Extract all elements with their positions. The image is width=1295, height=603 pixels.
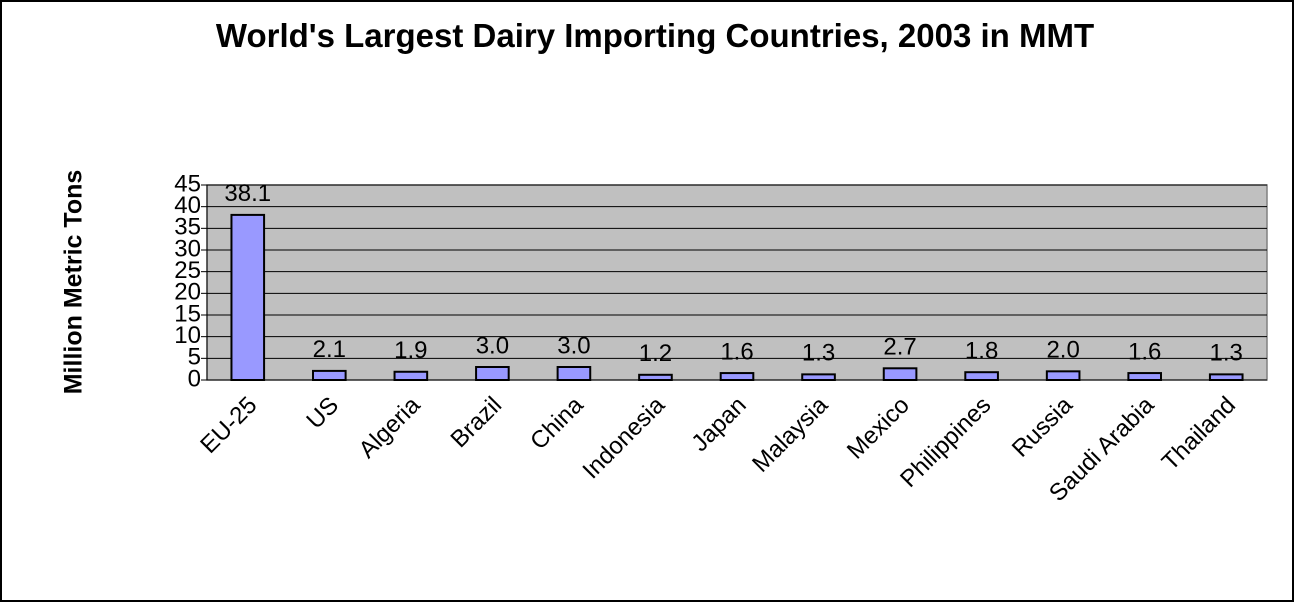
value-label: 1.8: [965, 338, 998, 365]
value-label: 38.1: [224, 180, 271, 207]
y-tick-label: 15: [174, 300, 201, 327]
bar: [1045, 370, 1081, 382]
value-label: 3.0: [557, 332, 590, 359]
plot-area: [206, 184, 1268, 381]
y-tick-label: 30: [174, 235, 201, 262]
value-label: 1.6: [1128, 338, 1161, 365]
bar: [882, 367, 918, 381]
bar: [1208, 373, 1244, 382]
y-tick-label: 20: [174, 279, 201, 306]
bar: [1127, 372, 1163, 382]
y-tick-label: 25: [174, 257, 201, 284]
bar: [556, 366, 592, 381]
value-label: 1.6: [720, 338, 753, 365]
bar: [638, 373, 673, 381]
value-label: 2.7: [883, 334, 916, 361]
y-tick-label: 35: [174, 214, 201, 241]
value-label: 1.9: [394, 337, 427, 364]
y-axis-label: Million Metric Tons: [60, 170, 88, 395]
y-tick-label: 45: [174, 170, 201, 197]
value-label: 2.0: [1046, 337, 1079, 364]
value-label: 2.1: [313, 336, 346, 363]
value-label: 1.3: [802, 340, 835, 367]
bar: [801, 373, 836, 382]
bar: [719, 372, 755, 382]
bar: [230, 213, 266, 381]
y-tick-label: 40: [174, 192, 201, 219]
y-tick-label: 0: [188, 365, 201, 392]
bar: [393, 370, 429, 381]
value-label: 1.2: [639, 340, 672, 367]
bar: [312, 369, 347, 381]
value-label: 3.0: [476, 332, 509, 359]
bar: [475, 366, 510, 381]
y-tick-label: 5: [188, 344, 201, 371]
value-label: 1.3: [1210, 340, 1243, 367]
chart-title: World's Largest Dairy Importing Countrie…: [215, 17, 1095, 54]
y-tick-label: 10: [174, 322, 201, 349]
bar: [964, 371, 999, 382]
